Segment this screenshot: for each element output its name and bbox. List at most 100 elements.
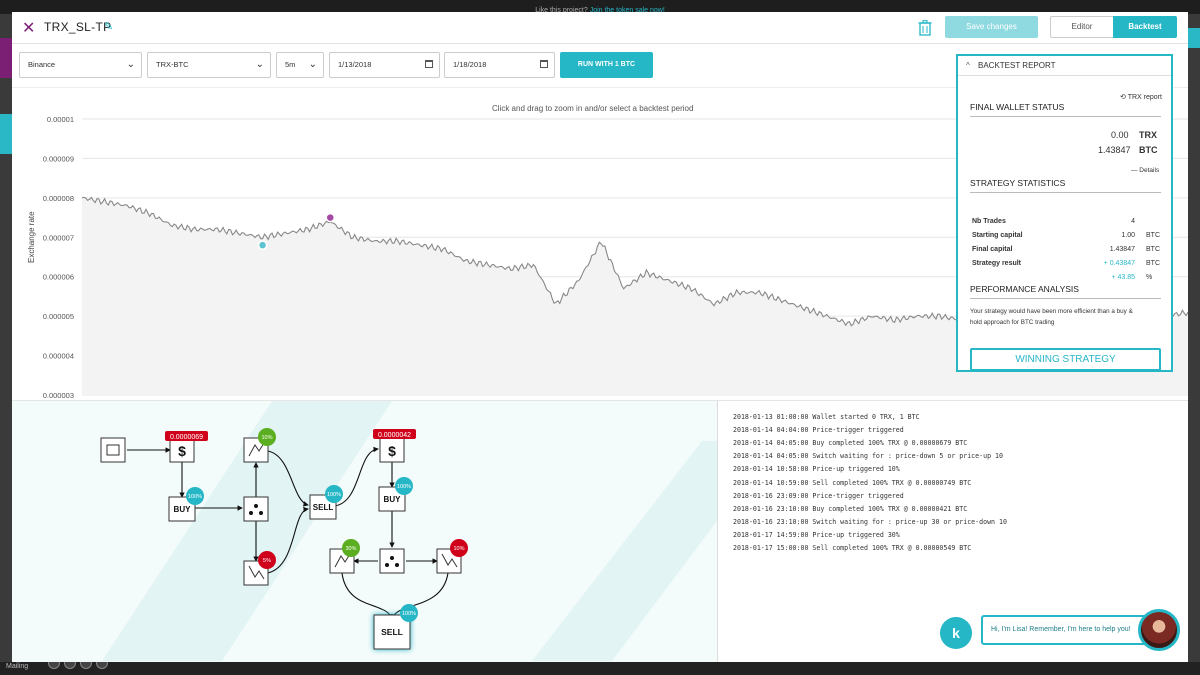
y-tick-label: 0.000005	[43, 312, 74, 321]
svg-text:$: $	[388, 443, 396, 459]
chart-hint: Click and drag to zoom in and/or select …	[492, 104, 694, 113]
percent-badge-text: 5%	[263, 558, 271, 564]
exchange-value: Binance	[28, 60, 56, 69]
strategy-flow-diagram[interactable]: $ 0.0000069 BUY 100% 10% 5% SELL 100% $ …	[12, 400, 717, 662]
pair-select[interactable]: TRX-BTC ⌄	[147, 52, 271, 78]
backtest-tab[interactable]: Backtest	[1113, 16, 1177, 38]
stat-label: Final capital	[972, 246, 1013, 253]
sell-node-1[interactable]	[309, 494, 337, 520]
sell-node-2[interactable]	[373, 614, 411, 650]
calendar-icon[interactable]	[540, 60, 548, 68]
x-tick-label: 08:00	[95, 399, 114, 400]
interval-select[interactable]: 5m ⌄	[276, 52, 324, 78]
end-date-input[interactable]: 1/18/2018	[444, 52, 555, 78]
start-date-input[interactable]: 1/13/2018	[329, 52, 440, 78]
sell-marker[interactable]	[325, 212, 336, 223]
buy-node-2-label: BUY	[384, 495, 402, 504]
background-bottom: Mailing	[0, 662, 1200, 675]
exchange-select[interactable]: Binance ⌄	[19, 52, 142, 78]
percent-badge-text: 100%	[327, 492, 341, 498]
price-trigger-node-1[interactable]: $	[169, 437, 195, 463]
bg-watermark-shape	[532, 441, 717, 661]
percent-badge	[325, 485, 343, 503]
log-line: 2018-01-14 04:05:00 Switch waiting for :…	[733, 452, 1003, 461]
flow-svg: $ 0.0000069 BUY 100% 10% 5% SELL 100% $ …	[100, 401, 717, 661]
stat-unit: BTC	[1146, 246, 1160, 253]
log-line: 2018-01-14 10:59:00 Sell completed 100% …	[733, 478, 972, 487]
interval-value: 5m	[285, 60, 296, 69]
x-tick-label: 16:00	[353, 399, 372, 400]
log-line: 2018-01-13 01:00:00 Wallet started 0 TRX…	[733, 413, 920, 421]
calendar-icon[interactable]	[425, 60, 433, 68]
stat-label: Starting capital	[972, 232, 1023, 239]
chart-svg: 0.00001 0.000009 0.000008 0.000007 0.000006 0…	[27, 115, 1188, 400]
percent-badge-text: 100%	[188, 494, 202, 500]
strategy-statistics-heading: STRATEGY STATISTICS	[970, 178, 1161, 193]
stat-unit: %	[1146, 274, 1153, 281]
kryll-logo-icon[interactable]: k	[940, 617, 972, 649]
stat-value: 1.43847	[1109, 246, 1135, 253]
log-line: 2018-01-17 14:59:00 Price-up triggered 3…	[733, 530, 900, 539]
edit-pencil-icon[interactable]: ✎	[104, 21, 114, 33]
x-tick-label: 08:00	[1064, 399, 1083, 400]
editor-tab[interactable]: Editor	[1050, 16, 1114, 38]
wallet-node[interactable]	[100, 437, 126, 463]
trx-value: 0.00	[1111, 130, 1129, 140]
trx-unit: TRX	[1139, 130, 1157, 140]
y-tick-label: 0.000008	[43, 194, 74, 203]
percent-badge	[186, 487, 204, 505]
assistant-avatar[interactable]	[1138, 609, 1180, 651]
x-tick-label: 08:00	[482, 399, 501, 400]
stat-unit: BTC	[1146, 232, 1160, 239]
x-tick-label: 17. Jan	[802, 399, 827, 400]
stat-value: + 43.85	[1111, 274, 1135, 281]
percent-badge	[342, 539, 360, 557]
x-tick-label: 08:00	[676, 399, 695, 400]
backtest-modal: ✕ TRX_SL-TP ✎ Save changes Editor Backte…	[12, 12, 1188, 662]
stat-unit: BTC	[1146, 260, 1160, 267]
winning-strategy-button[interactable]: WINNING STRATEGY	[970, 348, 1161, 371]
backtest-report-panel: ^ BACKTEST REPORT ⟲ TRX report FINAL WALL…	[956, 54, 1173, 372]
save-changes-button[interactable]: Save changes	[945, 16, 1038, 38]
stat-label: Nb Trades	[972, 218, 1006, 225]
mailing-label: Mailing	[6, 663, 29, 670]
percent-badge-text: 10%	[261, 435, 272, 441]
y-tick-label: 0.000009	[43, 154, 74, 163]
background-right	[1188, 14, 1200, 675]
switch-node-1[interactable]	[243, 496, 269, 522]
final-wallet-heading: FINAL WALLET STATUS	[970, 102, 1161, 117]
trash-icon[interactable]	[918, 20, 932, 36]
chevron-down-icon: ⌄	[126, 59, 135, 70]
x-tick-label: 08:00	[288, 399, 307, 400]
details-toggle[interactable]: — Details	[1131, 167, 1160, 174]
trx-report-link[interactable]: ⟲ TRX report	[1120, 94, 1162, 101]
run-backtest-button[interactable]: RUN WITH 1 BTC	[560, 52, 653, 78]
top-banner: Like this project? Join the token sale n…	[0, 0, 1200, 14]
price-up-node-1[interactable]	[243, 437, 269, 463]
x-tick-label: 16:00	[934, 399, 953, 400]
btc-unit: BTC	[1139, 145, 1158, 155]
backtest-toolbar: Binance ⌄ TRX-BTC ⌄ 5m ⌄ 1/13/2018 1/18/201…	[12, 44, 1188, 88]
collapse-icon[interactable]: ^	[966, 61, 970, 70]
y-tick-label: 0.000003	[43, 391, 74, 400]
percent-badge-text: 10%	[453, 546, 464, 552]
performance-text-1: Your strategy would have been more effic…	[970, 308, 1133, 315]
buy-marker[interactable]	[257, 240, 268, 250]
price-badge-2-text: 0.0000042	[378, 432, 411, 439]
log-line: 2018-01-16 23:10:00 Switch waiting for :…	[733, 517, 1007, 526]
report-title: BACKTEST REPORT	[978, 61, 1056, 70]
x-tick-label: 16:00	[1128, 399, 1147, 400]
switch-node-2[interactable]	[379, 548, 405, 574]
report-header[interactable]: ^ BACKTEST REPORT	[958, 56, 1171, 76]
price-trigger-node-2[interactable]: $	[379, 437, 405, 463]
close-icon[interactable]: ✕	[22, 20, 36, 37]
chat-message[interactable]: Hi, I'm Lisa! Remember, I'm here to help…	[981, 615, 1151, 645]
banner-text: Like this project?	[535, 7, 588, 14]
strategy-title: TRX_SL-TP	[44, 20, 112, 34]
price-badge-2	[373, 429, 416, 439]
series-area	[82, 197, 1188, 395]
start-date-value: 1/13/2018	[338, 60, 372, 69]
bg-watermark-shape	[102, 401, 392, 661]
token-sale-link[interactable]: Join the token sale now!	[589, 7, 665, 14]
pair-value: TRX-BTC	[156, 60, 189, 69]
